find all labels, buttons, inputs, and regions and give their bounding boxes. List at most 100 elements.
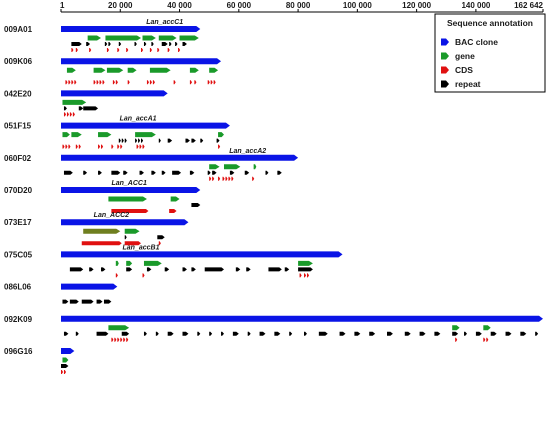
axis-tick-label: 80 000 bbox=[286, 1, 311, 10]
repeat-feature bbox=[69, 299, 79, 304]
gene-feature bbox=[126, 260, 133, 266]
repeat-feature bbox=[182, 267, 187, 272]
gene-feature bbox=[189, 67, 199, 73]
target-gene-label: Lan_accA1 bbox=[120, 116, 157, 123]
cds-feature bbox=[71, 80, 74, 85]
clone-label: 073E17 bbox=[4, 218, 32, 227]
repeat-feature bbox=[212, 170, 217, 175]
clone-track-009a01: 009A01 Lan_accC1 bbox=[4, 19, 201, 52]
repeat-feature bbox=[207, 170, 211, 175]
repeat-feature bbox=[69, 267, 84, 272]
gene-feature bbox=[223, 164, 241, 170]
repeat-feature bbox=[63, 170, 73, 175]
clone-label: 092K09 bbox=[4, 315, 33, 324]
cds-feature bbox=[139, 144, 142, 149]
cds-feature bbox=[169, 209, 177, 213]
gene-feature bbox=[108, 196, 147, 202]
clone-bar bbox=[61, 58, 222, 65]
cds-feature bbox=[117, 48, 120, 52]
cds-feature bbox=[173, 80, 176, 85]
repeat-feature bbox=[118, 138, 121, 143]
repeat-feature bbox=[108, 42, 111, 46]
gene-feature bbox=[115, 260, 119, 266]
cds-feature bbox=[136, 144, 139, 149]
repeat-feature bbox=[191, 138, 196, 143]
cds-feature bbox=[146, 80, 150, 85]
cds-feature bbox=[142, 144, 145, 149]
axis-tick-label: 1 bbox=[60, 1, 65, 10]
cds-feature bbox=[117, 144, 120, 149]
clone-track-042e20: 042E20 bbox=[4, 89, 168, 117]
clone-track-096g16: 096G16 bbox=[4, 347, 75, 374]
cds-feature bbox=[455, 337, 458, 342]
gene-feature bbox=[158, 35, 177, 41]
cds-feature bbox=[167, 48, 170, 52]
gene-feature bbox=[218, 132, 224, 138]
cds-feature bbox=[306, 273, 310, 278]
cds-feature bbox=[63, 370, 67, 374]
cds-feature bbox=[213, 80, 216, 85]
repeat-feature bbox=[464, 331, 468, 336]
gene-feature bbox=[106, 67, 124, 73]
cds-feature bbox=[102, 80, 105, 85]
clone-bar bbox=[61, 187, 201, 193]
cds-feature bbox=[62, 144, 65, 149]
repeat-feature bbox=[151, 42, 154, 46]
repeat-feature bbox=[244, 170, 250, 175]
repeat-feature bbox=[157, 235, 165, 240]
cds-feature bbox=[81, 241, 122, 246]
repeat-feature bbox=[78, 106, 84, 111]
repeat-feature bbox=[169, 42, 172, 46]
gene-feature bbox=[149, 67, 171, 73]
repeat-feature bbox=[182, 42, 187, 46]
cds-feature bbox=[486, 337, 489, 342]
repeat-feature bbox=[339, 331, 346, 336]
legend-item-label: gene bbox=[455, 51, 475, 61]
repeat-feature bbox=[490, 331, 497, 336]
cds-feature bbox=[225, 176, 228, 181]
cds-feature bbox=[157, 48, 160, 52]
cds-feature bbox=[207, 80, 210, 85]
cds-feature bbox=[111, 209, 149, 213]
repeat-feature bbox=[197, 331, 201, 336]
clone-label: 060F02 bbox=[4, 154, 32, 163]
cds-feature bbox=[65, 144, 68, 149]
cds-feature bbox=[115, 80, 118, 85]
repeat-feature bbox=[274, 331, 281, 336]
cds-feature bbox=[126, 337, 129, 342]
repeat-feature bbox=[155, 331, 159, 336]
gene-feature bbox=[66, 67, 76, 73]
gene-feature bbox=[483, 325, 491, 331]
target-gene-label: Lan_accA2 bbox=[229, 148, 266, 155]
gene-feature bbox=[62, 99, 87, 105]
cds-feature bbox=[63, 112, 67, 117]
repeat-feature bbox=[161, 170, 166, 175]
repeat-feature bbox=[123, 170, 128, 175]
repeat-feature bbox=[277, 170, 282, 175]
clone-track-073e17: 073E17 Lan_ACC2 bbox=[4, 212, 189, 246]
cds-feature bbox=[178, 48, 181, 52]
gene-feature bbox=[105, 35, 142, 41]
clone-track-070d20: 070D20 Lan_ACC1 bbox=[4, 180, 201, 213]
cds-feature bbox=[60, 370, 64, 374]
repeat-feature bbox=[71, 42, 82, 46]
repeat-feature bbox=[535, 331, 539, 336]
repeat-feature bbox=[189, 170, 195, 175]
cds-feature bbox=[66, 112, 69, 117]
cds-feature bbox=[96, 80, 99, 85]
gene-feature bbox=[127, 67, 137, 73]
cds-feature bbox=[93, 80, 96, 85]
repeat-feature bbox=[289, 331, 293, 336]
cds-feature bbox=[99, 80, 102, 85]
repeat-feature bbox=[386, 331, 393, 336]
gene-feature bbox=[124, 228, 140, 234]
repeat-feature bbox=[104, 42, 108, 46]
gene-feature bbox=[142, 35, 156, 41]
axis-tick-label: 20 000 bbox=[108, 1, 133, 10]
repeat-feature bbox=[505, 331, 512, 336]
cds-feature bbox=[218, 176, 221, 181]
repeat-feature bbox=[182, 331, 189, 336]
repeat-feature bbox=[135, 138, 138, 143]
repeat-feature bbox=[354, 331, 361, 336]
